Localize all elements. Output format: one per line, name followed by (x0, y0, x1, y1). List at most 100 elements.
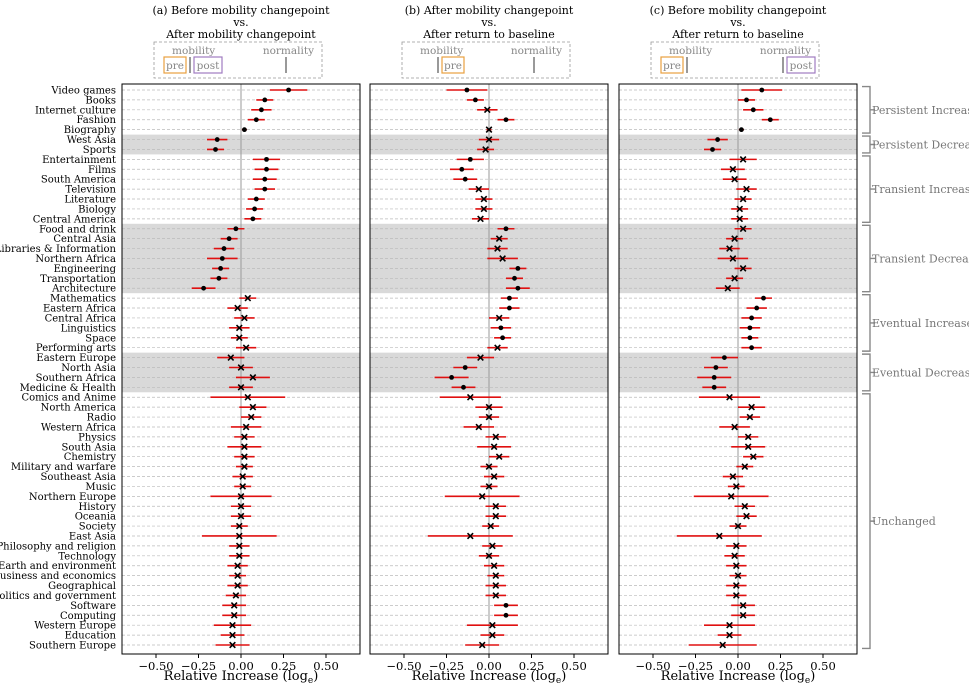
legend-mobility-label: mobility (669, 45, 712, 57)
x-marker-stroke (743, 512, 750, 520)
category-label: Earth and environment (0, 561, 116, 572)
x-marker (727, 492, 735, 500)
x-marker (739, 225, 747, 233)
x-tick-label: 0.00 (228, 659, 254, 673)
x-marker (237, 512, 245, 520)
category-label: Western Europe (34, 621, 116, 632)
x-marker-stroke (478, 641, 486, 649)
x-marker-stroke (495, 314, 503, 322)
x-marker-stroke (731, 552, 738, 560)
panel-title: (b) After mobility changepoint (405, 4, 574, 17)
panel-title: vs. (729, 16, 745, 29)
x-marker-stroke (726, 621, 733, 629)
x-marker-stroke (241, 433, 248, 441)
dot-marker (750, 107, 756, 113)
dot-marker (710, 147, 715, 152)
category-label: Philosophy and religion (0, 541, 117, 552)
panel-title: After return to baseline (422, 28, 555, 41)
x-marker (234, 304, 241, 312)
dot-marker (759, 87, 765, 93)
group-bracket (862, 135, 875, 154)
category-label: Comics and Anime (21, 393, 116, 404)
x-marker-stroke (235, 532, 243, 540)
category-label: Western Africa (41, 422, 116, 433)
x-marker-stroke (249, 374, 257, 381)
x-tick-label: −0.25 (678, 659, 713, 673)
x-marker (477, 215, 484, 223)
x-marker (485, 413, 493, 421)
x-marker-stroke (237, 383, 245, 391)
category-label: Southern Africa (36, 373, 116, 384)
x-marker (244, 393, 252, 401)
dot-marker (449, 375, 454, 380)
x-marker-stroke (736, 215, 744, 223)
x-marker-stroke (227, 354, 235, 361)
category-label: Southern Europe (29, 641, 116, 652)
dot-marker (722, 355, 727, 360)
x-marker (495, 235, 503, 243)
x-marker-stroke (477, 215, 484, 223)
x-marker-stroke (485, 483, 493, 490)
x-marker (249, 403, 257, 411)
group-bracket (862, 155, 875, 223)
x-marker-stroke (466, 532, 474, 540)
x-tick-label: 0.25 (768, 659, 794, 673)
category-label: Southeast Asia (41, 472, 117, 483)
x-marker-stroke (247, 413, 255, 421)
x-marker-stroke (241, 463, 248, 470)
dot-marker (744, 97, 749, 103)
x-marker (234, 582, 241, 589)
x-marker-stroke (241, 453, 248, 461)
x-marker (492, 592, 500, 599)
x-marker-stroke (726, 393, 733, 401)
x-marker (489, 542, 496, 550)
x-marker-stroke (483, 106, 491, 114)
dot-marker (739, 127, 744, 133)
x-marker (732, 483, 740, 490)
x-marker (743, 185, 750, 193)
x-marker (731, 274, 738, 282)
x-marker (492, 512, 500, 520)
x-marker-stroke (490, 443, 498, 451)
x-marker (734, 572, 742, 579)
x-marker (492, 433, 500, 441)
category-label: Technology (58, 551, 116, 562)
x-marker (731, 175, 738, 183)
x-marker (241, 433, 248, 441)
dot-marker (262, 186, 268, 192)
x-marker (237, 502, 245, 510)
dot-marker (262, 176, 268, 182)
category-label: Business and economics (0, 571, 116, 582)
x-marker-stroke (731, 175, 738, 183)
x-marker (492, 582, 500, 589)
x-marker (746, 413, 754, 421)
dot-marker (498, 325, 504, 331)
dot-marker (713, 365, 719, 370)
x-marker-stroke (748, 403, 755, 411)
x-marker (744, 433, 752, 441)
panel-title: vs. (480, 16, 496, 29)
x-marker-stroke (229, 641, 236, 649)
category-label: Northern Africa (35, 254, 116, 265)
x-marker-stroke (492, 592, 500, 599)
group-label: Transient Increase (872, 183, 969, 196)
x-marker (489, 631, 496, 639)
x-marker (743, 512, 750, 520)
x-marker (241, 453, 248, 461)
x-marker (492, 502, 500, 510)
dot-marker (754, 305, 760, 311)
x-marker-stroke (237, 364, 245, 371)
x-marker (478, 641, 486, 649)
dot-marker (749, 315, 754, 321)
x-marker (241, 463, 248, 470)
dot-marker (747, 325, 753, 331)
dot-marker (286, 87, 291, 93)
x-marker (729, 473, 737, 480)
dot-marker (503, 117, 509, 123)
x-marker (230, 601, 238, 609)
x-marker (229, 631, 236, 639)
x-marker-stroke (475, 185, 483, 193)
x-marker-stroke (477, 354, 484, 361)
category-label: Software (70, 601, 116, 612)
